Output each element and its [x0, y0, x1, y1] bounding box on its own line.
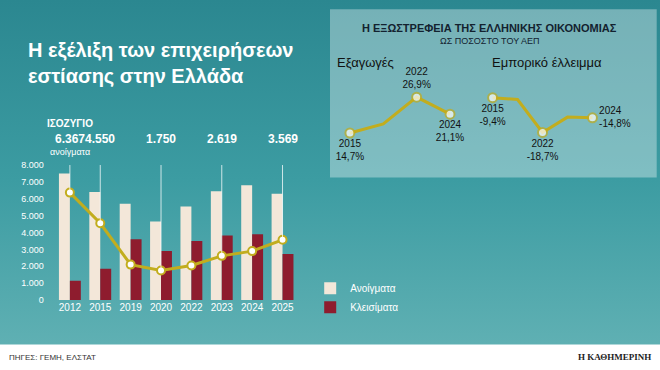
svg-text:2025: 2025: [271, 302, 294, 313]
svg-text:ΙΣΟΖΥΓΙΟ: ΙΣΟΖΥΓΙΟ: [47, 118, 93, 129]
svg-text:2012: 2012: [59, 302, 82, 313]
svg-text:Εμπορικό έλλειμμα: Εμπορικό έλλειμμα: [492, 55, 602, 70]
svg-text:4.000: 4.000: [21, 228, 44, 238]
svg-text:Η εξέλιξη των επιχειρήσεωνεστί: Η εξέλιξη των επιχειρήσεωνεστίασης στην …: [28, 39, 293, 87]
svg-text:6.367: 6.367: [55, 132, 85, 146]
svg-text:0: 0: [39, 295, 44, 305]
svg-text:6.000: 6.000: [21, 194, 44, 204]
svg-text:8.000: 8.000: [21, 160, 44, 170]
svg-text:Ανοίγματα: Ανοίγματα: [350, 283, 396, 294]
svg-text:2022: 2022: [180, 302, 203, 313]
svg-text:1.750: 1.750: [146, 132, 176, 146]
svg-text:202226,9%: 202226,9%: [402, 66, 430, 90]
svg-text:2.619: 2.619: [207, 132, 237, 146]
svg-text:ανοίγματα: ανοίγματα: [50, 147, 90, 157]
svg-text:Η ΕΞΩΣΤΡΕΦΕΙΑ ΤΗΣ ΕΛΛΗΝΙΚΗΣ ΟΙ: Η ΕΞΩΣΤΡΕΦΕΙΑ ΤΗΣ ΕΛΛΗΝΙΚΗΣ ΟΙΚΟΝΟΜΙΑΣ: [362, 22, 617, 34]
svg-text:Κλεισίματα: Κλεισίματα: [350, 302, 398, 313]
svg-text:3.000: 3.000: [21, 245, 44, 255]
svg-text:5.000: 5.000: [21, 211, 44, 221]
svg-text:201514,7%: 201514,7%: [336, 138, 364, 162]
svg-text:ΠΗΓΕΣ: ΓΕΜΗ, ΕΛΣΤΑΤ: ΠΗΓΕΣ: ΓΕΜΗ, ΕΛΣΤΑΤ: [9, 353, 96, 362]
svg-text:2022-18,7%: 2022-18,7%: [527, 138, 559, 162]
svg-text:2024-14,8%: 2024-14,8%: [599, 105, 631, 129]
svg-text:4.550: 4.550: [85, 132, 115, 146]
svg-text:202421,1%: 202421,1%: [436, 119, 464, 143]
svg-text:2.000: 2.000: [21, 261, 44, 271]
svg-text:2015: 2015: [89, 302, 112, 313]
svg-text:1.000: 1.000: [21, 278, 44, 288]
svg-text:7.000: 7.000: [21, 177, 44, 187]
svg-text:Εξαγωγές: Εξαγωγές: [337, 55, 394, 70]
svg-text:2020: 2020: [150, 302, 173, 313]
svg-text:Η ΚΑΘΗΜΕΡΙΝΗ: Η ΚΑΘΗΜΕΡΙΝΗ: [578, 352, 651, 362]
svg-text:ΩΣ ΠΟΣΟΣΤΟ ΤΟΥ ΑΕΠ: ΩΣ ΠΟΣΟΣΤΟ ΤΟΥ ΑΕΠ: [440, 36, 540, 46]
svg-text:2024: 2024: [241, 302, 264, 313]
svg-text:2015-9,4%: 2015-9,4%: [480, 103, 506, 127]
svg-text:2019: 2019: [120, 302, 143, 313]
svg-text:3.569: 3.569: [268, 132, 298, 146]
svg-text:2023: 2023: [211, 302, 234, 313]
